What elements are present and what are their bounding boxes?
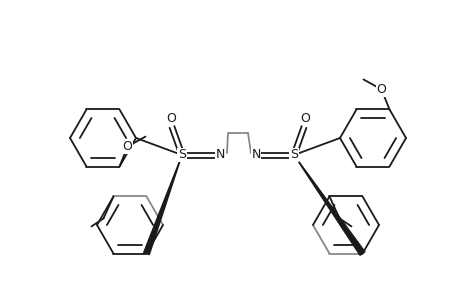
Text: O: O — [166, 112, 175, 124]
Text: O: O — [299, 112, 309, 124]
Polygon shape — [143, 155, 182, 255]
Text: N: N — [251, 148, 260, 161]
Text: O: O — [376, 83, 386, 96]
Text: O: O — [122, 140, 132, 153]
Text: N: N — [215, 148, 224, 161]
Polygon shape — [293, 155, 364, 255]
Text: S: S — [289, 148, 297, 161]
Text: S: S — [178, 148, 185, 161]
